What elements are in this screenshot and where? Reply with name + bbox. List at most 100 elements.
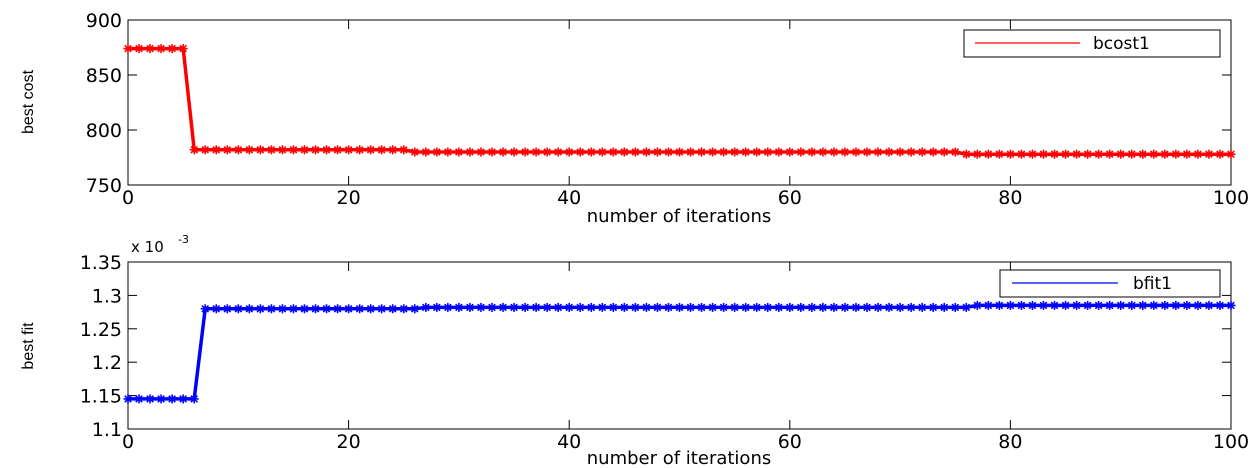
bottom-data-point	[388, 304, 398, 314]
top-data-point	[454, 147, 464, 157]
top-data-point	[686, 147, 696, 157]
top-y-tick-label: 750	[86, 175, 122, 197]
bottom-data-point	[906, 302, 916, 312]
top-data-point	[288, 145, 298, 155]
bottom-y-tick-label: 1.25	[80, 319, 122, 341]
bottom-data-point	[134, 394, 144, 404]
top-x-tick-label: 0	[122, 187, 134, 209]
top-data-point	[1061, 149, 1071, 159]
top-data-point	[189, 145, 199, 155]
top-data-point	[928, 147, 938, 157]
bottom-data-point	[1105, 300, 1115, 310]
bottom-data-point	[663, 302, 673, 312]
top-data-point	[211, 145, 221, 155]
top-data-point	[1226, 149, 1236, 159]
bottom-data-point	[1160, 300, 1170, 310]
bottom-data-point	[355, 304, 365, 314]
bottom-data-point	[862, 302, 872, 312]
bottom-x-tick-label: 40	[557, 431, 581, 453]
bottom-subplot: 1.1 1.15 1.2 1.25 1.3 1.35 0 20 40 60 80 100 numbe…	[20, 233, 1249, 468]
top-data-point	[134, 44, 144, 54]
top-legend: bcost1	[963, 29, 1221, 58]
bottom-data-point	[311, 304, 321, 314]
top-data-point	[1171, 149, 1181, 159]
top-data-point	[1215, 149, 1225, 159]
bottom-data-point	[1182, 300, 1192, 310]
bottom-data-point	[244, 304, 254, 314]
bottom-legend: bfit1	[999, 269, 1221, 298]
bottom-data-point	[399, 304, 409, 314]
bottom-data-point	[145, 394, 155, 404]
top-data-point	[961, 149, 971, 159]
top-x-tick-label: 80	[998, 187, 1022, 209]
bottom-data-point	[1072, 300, 1082, 310]
top-data-point	[1149, 149, 1159, 159]
top-data-point	[1072, 149, 1082, 159]
top-data-point	[708, 147, 718, 157]
bottom-data-point	[454, 302, 464, 312]
top-data-point	[1050, 149, 1060, 159]
bottom-data-point	[222, 304, 232, 314]
top-data-point	[277, 145, 287, 155]
top-data-point	[730, 147, 740, 157]
bottom-data-point	[730, 302, 740, 312]
top-data-point	[575, 147, 585, 157]
bottom-data-point	[619, 302, 629, 312]
top-data-point	[498, 147, 508, 157]
bottom-data-point	[851, 302, 861, 312]
top-data-point	[1094, 149, 1104, 159]
top-y-tick-label: 800	[86, 120, 122, 142]
bottom-data-point	[520, 302, 530, 312]
bottom-data-point	[410, 304, 420, 314]
bottom-data-point	[1050, 300, 1060, 310]
bottom-exponent-power: -3	[178, 233, 189, 246]
top-data-point	[156, 44, 166, 54]
bottom-data-point	[939, 302, 949, 312]
bottom-data-point	[807, 302, 817, 312]
bottom-data-point	[1127, 300, 1137, 310]
top-data-point	[311, 145, 321, 155]
bottom-data-point	[719, 302, 729, 312]
bottom-data-point	[266, 304, 276, 314]
top-x-axis-label: number of iterations	[587, 206, 771, 227]
bottom-exponent-base: x 10	[131, 238, 164, 256]
top-data-point	[255, 145, 265, 155]
bottom-data-point	[630, 302, 640, 312]
top-data-point	[752, 147, 762, 157]
top-legend-label: bcost1	[1093, 34, 1150, 54]
bottom-data-point	[1038, 300, 1048, 310]
bottom-y-tick-label: 1.1	[92, 419, 122, 441]
top-data-point	[785, 147, 795, 157]
bottom-data-point	[443, 302, 453, 312]
top-y-tick-label: 850	[86, 65, 122, 87]
bottom-data-point	[487, 302, 497, 312]
bottom-data-point	[950, 302, 960, 312]
top-data-point	[1083, 149, 1093, 159]
top-data-point	[200, 145, 210, 155]
top-data-point	[1005, 149, 1015, 159]
top-data-point	[355, 145, 365, 155]
bottom-y-tick-label: 1.2	[92, 352, 122, 374]
top-data-point	[597, 147, 607, 157]
bottom-data-point	[377, 304, 387, 314]
bottom-data-point	[884, 302, 894, 312]
bottom-data-point	[1116, 300, 1126, 310]
top-data-point	[145, 44, 155, 54]
bottom-data-point	[873, 302, 883, 312]
top-data-point	[465, 147, 475, 157]
bottom-data-point	[818, 302, 828, 312]
top-data-point	[862, 147, 872, 157]
top-data-point	[983, 149, 993, 159]
top-data-point	[222, 145, 232, 155]
bottom-x-tick-label: 0	[122, 431, 134, 453]
top-data-point	[299, 145, 309, 155]
top-data-point	[939, 147, 949, 157]
bottom-y-tick-label: 1.3	[92, 285, 122, 307]
top-x-ticks: 0 20 40 60 80 100	[122, 20, 1249, 209]
top-x-tick-label: 60	[778, 187, 802, 209]
bottom-data-point	[829, 302, 839, 312]
bottom-data-point	[322, 304, 332, 314]
bottom-data-point	[1094, 300, 1104, 310]
bottom-data-point	[299, 304, 309, 314]
bottom-data-point	[1027, 300, 1037, 310]
